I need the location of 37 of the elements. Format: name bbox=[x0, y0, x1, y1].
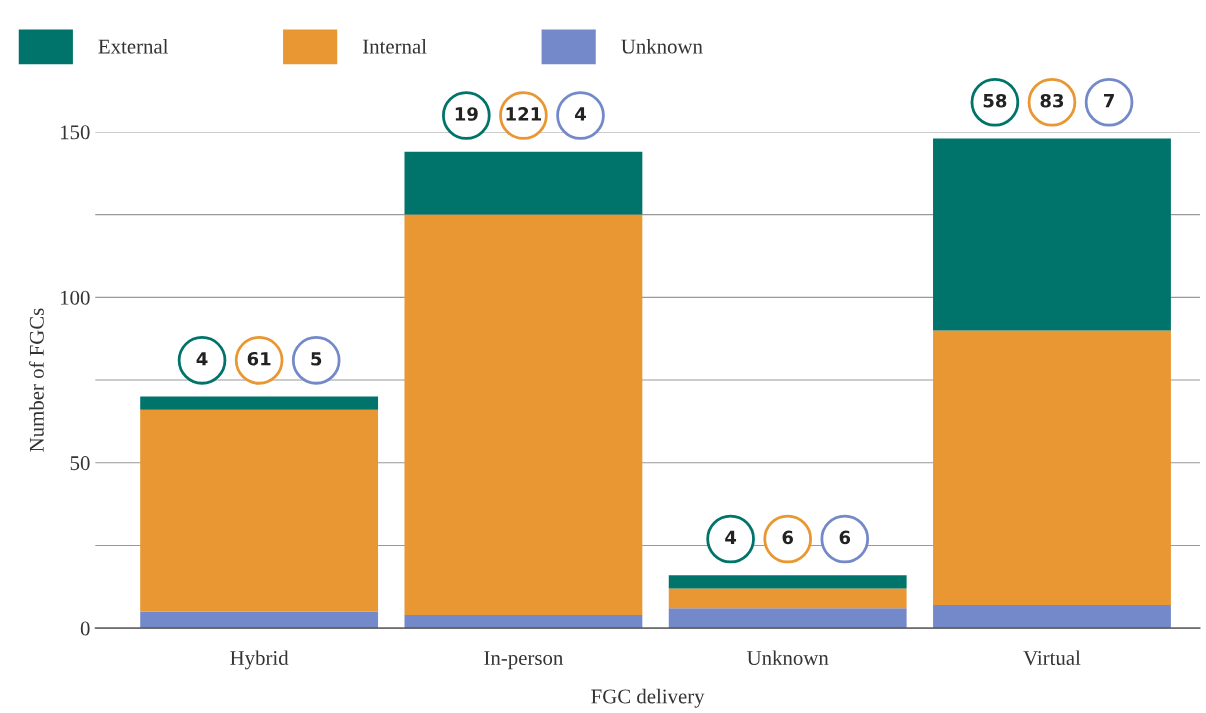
y-axis-title: Number of FGCs bbox=[28, 308, 44, 452]
x-tick-label: Hybrid bbox=[230, 650, 289, 670]
bar bbox=[140, 396, 379, 410]
bar bbox=[668, 588, 907, 609]
x-tick-label: Virtual bbox=[1023, 650, 1081, 666]
bar bbox=[140, 409, 379, 612]
x-axis-title: FGC delivery bbox=[591, 688, 705, 708]
annotation: 4 bbox=[196, 352, 208, 366]
bar bbox=[404, 214, 643, 615]
bar bbox=[140, 611, 379, 629]
annotation: 5 bbox=[311, 352, 322, 366]
text: 121 bbox=[506, 107, 542, 121]
bar bbox=[933, 604, 1171, 629]
bar bbox=[404, 614, 643, 629]
text: 58 bbox=[983, 93, 1007, 108]
x-tick-label: Unknown bbox=[747, 650, 829, 666]
annotation: 61 bbox=[247, 351, 271, 366]
bar bbox=[668, 608, 907, 629]
bar bbox=[668, 575, 907, 589]
legend-label: External bbox=[98, 38, 169, 54]
text: 4 bbox=[575, 107, 586, 121]
bar bbox=[933, 138, 1171, 331]
legend-label: Internal bbox=[362, 38, 427, 54]
text: 7 bbox=[1103, 94, 1114, 108]
y-tick-label: 100 bbox=[61, 290, 90, 305]
bar bbox=[404, 151, 643, 215]
text: 19 bbox=[455, 107, 478, 121]
x-tick-label: In-person bbox=[484, 651, 564, 670]
text: 83 bbox=[1040, 93, 1064, 108]
y-tick-label: 50 bbox=[70, 456, 90, 471]
y-tick-label: 0 bbox=[80, 621, 90, 636]
bar bbox=[933, 330, 1171, 605]
legend-label: Unknown bbox=[621, 38, 703, 54]
annotation: 6 bbox=[782, 530, 793, 545]
y-tick-label: 150 bbox=[61, 125, 90, 140]
annotation: 4 bbox=[725, 530, 737, 544]
annotation: 6 bbox=[839, 530, 851, 545]
